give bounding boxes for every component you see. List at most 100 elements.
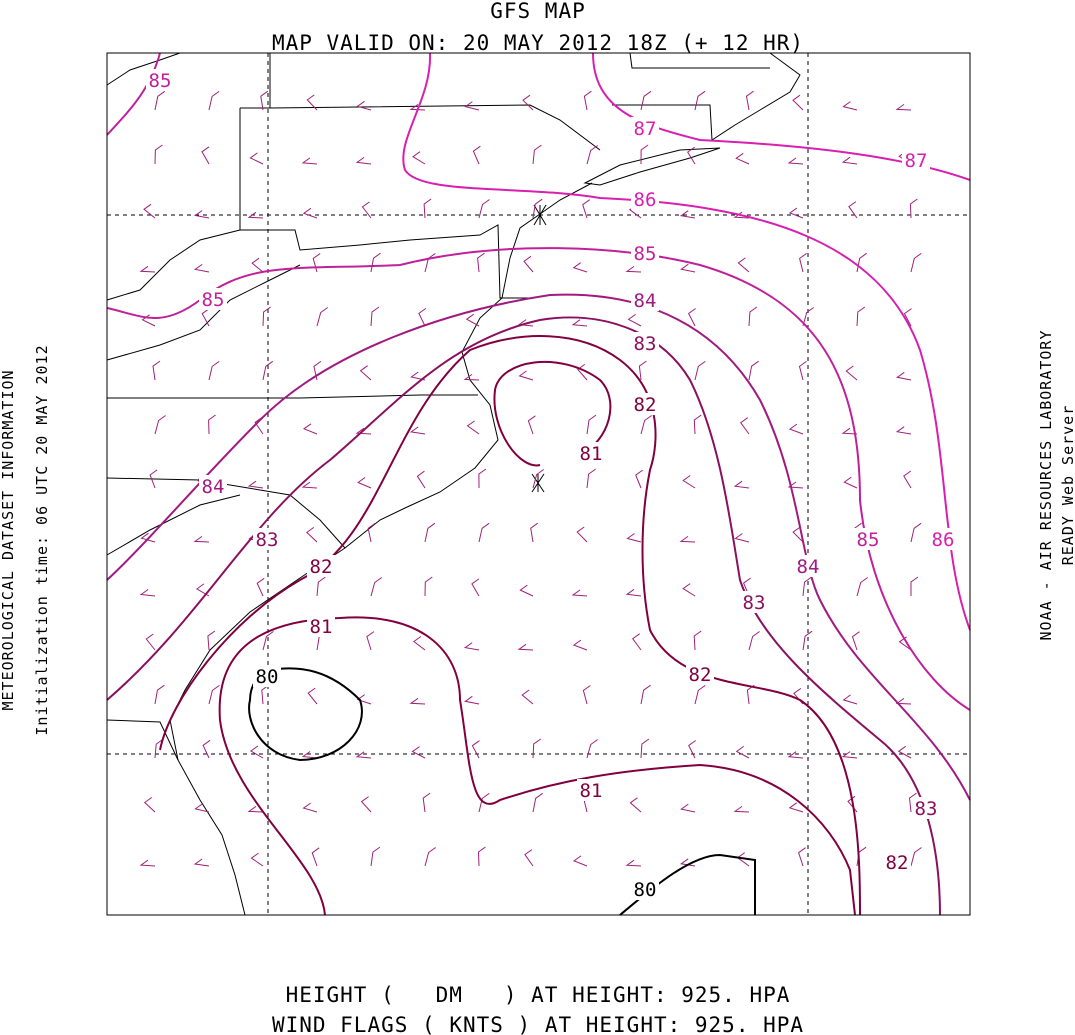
wind-barb (143, 203, 156, 219)
wind-barb (262, 360, 274, 381)
wind-barb (522, 94, 534, 111)
wind-barb (792, 526, 804, 543)
wind-barb (532, 738, 541, 759)
contour-labels: 85 87 87 86 85 85 84 83 82 81 84 83 85 86 82 84 83 81 82 80… (146, 69, 957, 901)
contour-label: 83 (256, 529, 279, 551)
wind-barb (409, 426, 426, 435)
wind-barb (582, 199, 590, 219)
wind-barb (301, 157, 318, 165)
wind-barb (896, 371, 912, 381)
wind-barb (631, 633, 642, 651)
wind-barb (139, 859, 156, 867)
wind-barb (521, 689, 534, 705)
label-bg (146, 69, 174, 91)
wind-barb (787, 157, 804, 165)
contour-label: 87 (905, 150, 928, 172)
contour-label: 81 (580, 780, 603, 802)
wind-barb (413, 636, 426, 651)
wind-barb (312, 253, 321, 273)
wind-barb (316, 307, 328, 327)
label-bg (307, 555, 335, 577)
wind-barb (302, 423, 318, 435)
wind-barb (370, 252, 381, 273)
wind-barb (139, 589, 156, 597)
wind-barb (627, 313, 642, 327)
contour-label: 85 (202, 289, 225, 311)
wind-barb (577, 363, 588, 381)
wind-barb (679, 535, 696, 543)
contour-label: 83 (915, 798, 938, 820)
wind-barb (302, 802, 318, 813)
wind-barb (465, 313, 480, 327)
label-bg (883, 851, 911, 873)
wind-barb (478, 792, 490, 813)
wind-barb (152, 360, 161, 381)
wind-barb (359, 365, 372, 381)
wind-barb (424, 252, 436, 273)
wind-barb (903, 308, 912, 327)
wind-barb (247, 211, 264, 219)
contour-label: 82 (886, 852, 909, 874)
wind-barb (802, 630, 813, 651)
wind-barb (842, 101, 858, 111)
wind-barb (360, 796, 372, 813)
contour-label: 83 (634, 333, 657, 355)
wind-barb (193, 858, 210, 867)
wind-barb (841, 751, 858, 759)
wind-barb (250, 852, 264, 867)
label-bg (199, 288, 227, 310)
wind-barb (306, 94, 318, 111)
contour-label: 81 (580, 443, 603, 465)
wind-barb (424, 576, 433, 597)
wind-barb (792, 94, 804, 111)
wind-barb (680, 803, 696, 813)
server: READY Web Server (1059, 405, 1075, 566)
label-bg (253, 528, 281, 550)
wind-barb (694, 90, 706, 111)
wind-barb (679, 858, 696, 867)
wind-barb (193, 535, 210, 543)
wind-barb (799, 252, 807, 273)
label-bg (253, 665, 281, 687)
label-bg (912, 797, 940, 819)
contour-label: 86 (634, 189, 657, 211)
wind-barb (519, 584, 534, 597)
wind-barb (262, 306, 271, 327)
wind-barb (208, 684, 220, 705)
wind-barb (842, 694, 858, 705)
wind-barb (366, 631, 375, 651)
wind-barb (208, 360, 220, 381)
wind-barb (843, 476, 858, 489)
wind-barb (141, 314, 156, 327)
wind-barb (207, 630, 216, 651)
wind-barb (357, 477, 372, 489)
map-frame (106, 52, 971, 916)
wind-barb (527, 415, 536, 435)
wind-barb (140, 532, 156, 543)
wind-barb (477, 846, 486, 867)
wind-barbs (139, 90, 922, 867)
label-bg (794, 555, 822, 577)
wind-barb (154, 738, 164, 759)
wind-barb (143, 797, 156, 813)
wind-barb (208, 414, 216, 435)
wind-barb (841, 156, 858, 165)
wind-barb (247, 805, 264, 813)
init-time: Initialization time: 06 UTC 20 MAY 2012 (33, 344, 51, 735)
wind-barb (572, 855, 588, 867)
contour-label: 87 (634, 118, 657, 140)
map-title: GFS MAP (490, 0, 586, 23)
wind-barb (422, 792, 431, 813)
wind-barb (251, 257, 264, 273)
wind-barb (851, 631, 860, 651)
wind-barb (154, 415, 166, 435)
label-bg (631, 332, 659, 354)
label-bg (902, 149, 930, 171)
wind-barb (688, 740, 696, 759)
wind-barb (154, 90, 166, 111)
wind-barb (626, 533, 642, 543)
wind-barb (201, 146, 210, 165)
wind-barb (586, 739, 598, 759)
wind-barb (910, 576, 919, 596)
wind-barb (416, 470, 426, 489)
